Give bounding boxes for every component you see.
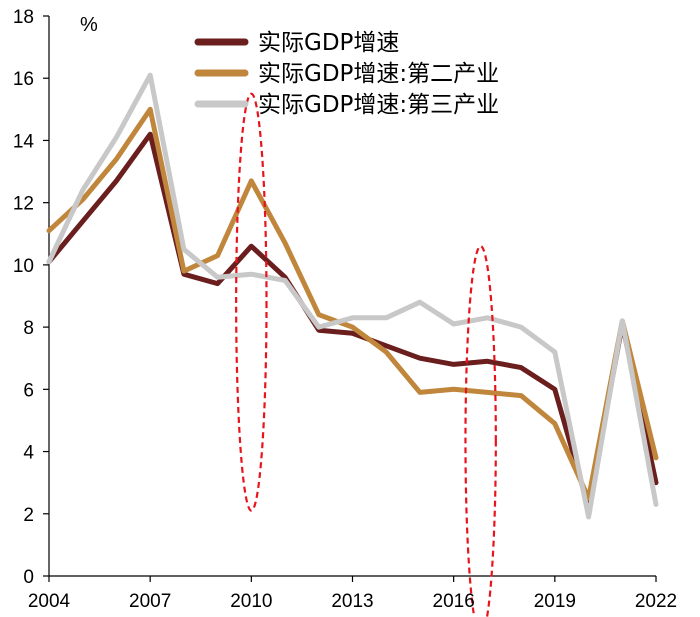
data-point-series-1: [284, 276, 286, 278]
data-point-series-3: [48, 261, 50, 263]
y-tick-label: 6: [23, 380, 34, 401]
x-tick-label: 2013: [331, 591, 373, 612]
legend-label-1: 实际GDP增速: [258, 30, 399, 56]
data-point-series-3: [250, 273, 252, 275]
axes: [43, 15, 657, 582]
y-tick-label: 2: [23, 505, 34, 526]
data-point-series-3: [621, 320, 623, 322]
series-line-2: [46, 106, 659, 501]
y-unit-label: %: [80, 14, 98, 36]
data-point-series-1: [149, 133, 151, 135]
x-tick-label: 2004: [28, 591, 71, 612]
data-point-series-3: [284, 279, 286, 282]
y-tick-label: 12: [13, 194, 34, 215]
y-tick-label: 4: [23, 443, 34, 464]
data-point-series-2: [250, 180, 252, 182]
data-point-series-1: [318, 329, 320, 331]
y-tick-label: 8: [23, 318, 34, 339]
x-tick-label: 2010: [230, 591, 272, 612]
highlight-ellipse-1: [235, 92, 268, 512]
data-point-series-2: [453, 388, 455, 390]
y-tick-label: 16: [13, 69, 34, 90]
data-point-series-3: [82, 189, 84, 191]
data-point-series-1: [486, 360, 488, 362]
y-tick-label: 0: [23, 567, 34, 588]
annotations: [235, 92, 497, 617]
data-point-series-1: [82, 220, 84, 222]
data-point-series-3: [655, 503, 657, 506]
x-tick-label: 2016: [433, 591, 475, 612]
y-tick-label: 14: [13, 131, 35, 152]
data-point-series-1: [419, 357, 421, 359]
data-point-series-2: [520, 394, 522, 397]
data-point-series-3: [149, 74, 151, 76]
data-point-series-3: [385, 317, 387, 319]
series-lines: [46, 72, 659, 520]
data-point-series-3: [351, 317, 354, 319]
data-point-series-2: [284, 242, 286, 244]
data-point-series-1: [385, 345, 387, 347]
axis-labels: 0 2 4 6 8 10 12 14 16 18 2004 2007 2010 2013 2016 2019 2…: [13, 7, 677, 612]
highlight-ellipse-2: [464, 245, 497, 617]
legend-label-3: 实际GDP增速:第三产业: [258, 92, 499, 118]
data-point-series-2: [318, 314, 320, 316]
data-point-series-3: [318, 326, 320, 328]
data-point-series-2: [587, 497, 590, 499]
data-point-series-1: [351, 332, 354, 334]
data-point-series-2: [486, 391, 488, 394]
data-point-series-3: [115, 136, 118, 138]
data-point-series-1: [520, 366, 522, 369]
data-point-series-2: [419, 391, 421, 394]
data-point-series-2: [351, 326, 354, 328]
data-point-series-3: [453, 323, 455, 325]
data-point-series-1: [655, 482, 657, 484]
data-point-series-2: [48, 230, 50, 232]
data-point-series-2: [183, 270, 185, 272]
y-tick-label: 10: [13, 256, 34, 277]
data-point-series-2: [115, 158, 118, 160]
x-tick-label: 2007: [129, 591, 171, 612]
y-tick-label: 18: [13, 7, 34, 28]
x-tick-label: 2022: [635, 591, 677, 612]
data-point-series-1: [554, 388, 556, 390]
data-point-series-2: [655, 457, 657, 459]
legend-label-2: 实际GDP增速:第二产业: [258, 61, 499, 87]
x-tick-label: 2019: [534, 591, 576, 612]
data-point-series-3: [520, 326, 522, 328]
data-point-series-2: [385, 351, 387, 353]
data-point-series-2: [554, 422, 556, 425]
data-point-series-1: [453, 363, 455, 366]
data-point-series-3: [419, 301, 421, 303]
data-point-series-2: [82, 198, 84, 201]
data-point-series-1: [217, 282, 219, 285]
data-point-series-2: [217, 254, 219, 257]
data-point-series-3: [486, 317, 488, 319]
data-point-series-3: [554, 351, 556, 353]
data-point-series-1: [183, 273, 185, 275]
data-point-series-3: [217, 276, 219, 278]
data-point-series-3: [587, 516, 590, 518]
data-point-series-2: [149, 108, 151, 110]
data-point-series-3: [183, 248, 185, 250]
data-point-series-1: [115, 180, 118, 182]
data-point-series-1: [250, 245, 252, 247]
